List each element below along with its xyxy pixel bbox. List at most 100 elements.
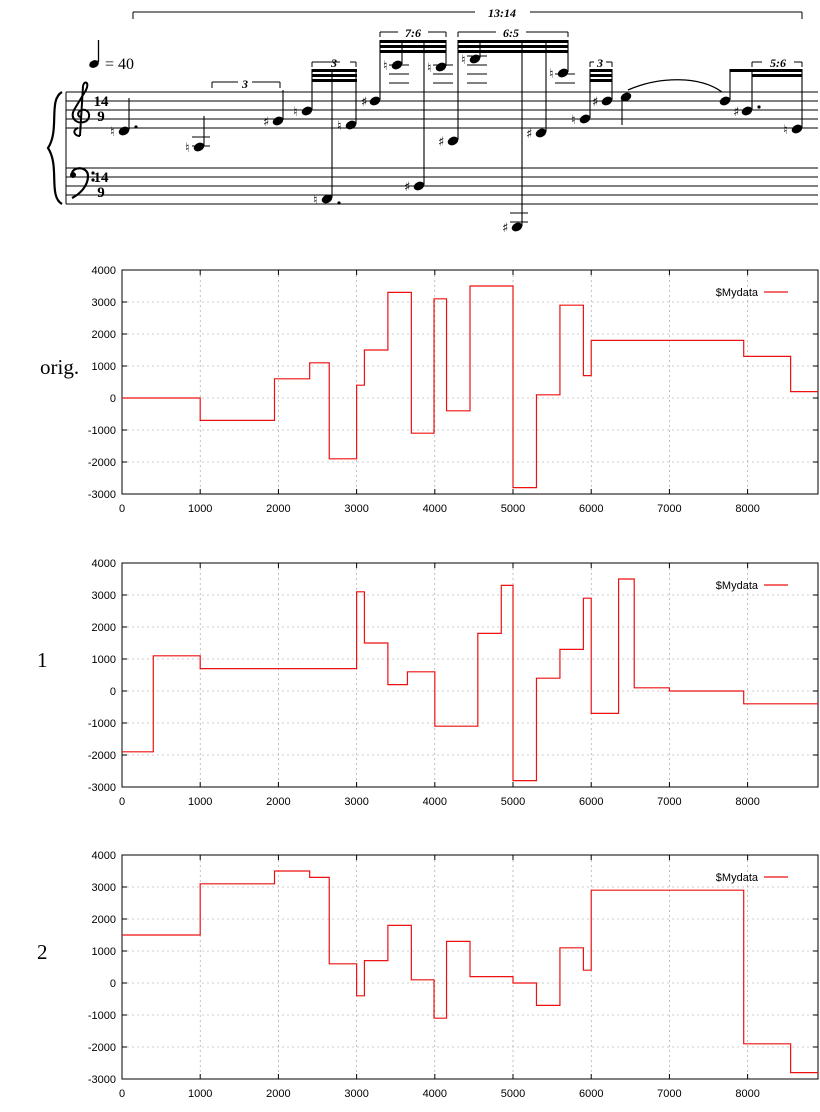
y-tick-label: 3000 bbox=[92, 882, 116, 894]
plot-frame bbox=[121, 854, 819, 1080]
y-tick-label: -3000 bbox=[88, 1074, 116, 1086]
x-tick-label: 0 bbox=[119, 503, 125, 515]
tuplet-label: 3 bbox=[596, 56, 603, 70]
treble-staff bbox=[66, 91, 818, 129]
chart-1: 4000 3000 2000 1000 0 -1000 -2000 -3000 … bbox=[88, 558, 819, 808]
y-tick-label: -2000 bbox=[88, 457, 116, 469]
x-tick-label: 3000 bbox=[344, 796, 368, 808]
x-tick-label: 8000 bbox=[735, 1088, 759, 1100]
x-tick-label: 7000 bbox=[657, 1088, 681, 1100]
chart-orig: 4000 3000 2000 1000 0 -1000 -2000 -3000 … bbox=[88, 265, 819, 515]
x-tick-label: 4000 bbox=[423, 796, 447, 808]
tempo-text: = 40 bbox=[105, 56, 134, 73]
svg-text:♮: ♮ bbox=[185, 141, 190, 156]
y-tick-label: 4000 bbox=[92, 558, 116, 570]
svg-text:♮: ♮ bbox=[571, 113, 576, 128]
svg-text:♮: ♮ bbox=[337, 119, 342, 134]
y-tick-label: 0 bbox=[110, 978, 116, 990]
svg-text:♮: ♮ bbox=[313, 193, 318, 208]
tuplet-label: 3 bbox=[241, 77, 248, 91]
x-tick-label: 6000 bbox=[579, 1088, 603, 1100]
x-tick-label: 0 bbox=[119, 796, 125, 808]
svg-text:♯: ♯ bbox=[526, 127, 532, 142]
y-tick-label: 4000 bbox=[92, 265, 116, 277]
x-tick-label: 7000 bbox=[657, 796, 681, 808]
x-tick-label: 1000 bbox=[188, 796, 212, 808]
x-tick-label: 8000 bbox=[735, 796, 759, 808]
brace-icon bbox=[46, 91, 63, 205]
svg-text:♯: ♯ bbox=[404, 180, 410, 195]
plot-frame bbox=[121, 562, 819, 788]
y-tick-label: -1000 bbox=[88, 1010, 116, 1022]
tuplet-bracket-13-14 bbox=[132, 11, 803, 19]
y-tick-label: 3000 bbox=[92, 590, 116, 602]
y-tick-label: -3000 bbox=[88, 489, 116, 501]
x-tick-label: 5000 bbox=[501, 796, 525, 808]
x-tick-label: 2000 bbox=[266, 503, 290, 515]
x-tick-label: 5000 bbox=[501, 503, 525, 515]
y-tick-label: -2000 bbox=[88, 1042, 116, 1054]
note-beams bbox=[312, 40, 802, 82]
y-tick-label: -2000 bbox=[88, 750, 116, 762]
x-tick-label: 0 bbox=[119, 1088, 125, 1100]
timesig-bottom-treble: 9 bbox=[97, 109, 105, 125]
svg-text:♯: ♯ bbox=[263, 115, 269, 130]
tick-marks bbox=[121, 562, 818, 788]
tuplet-label: 7:6 bbox=[405, 26, 421, 40]
x-tick-label: 1000 bbox=[188, 1088, 212, 1100]
x-tick-label: 7000 bbox=[657, 503, 681, 515]
svg-text:♯: ♯ bbox=[361, 95, 367, 110]
grid-lines bbox=[122, 563, 818, 787]
tuplet-brackets bbox=[211, 31, 803, 88]
svg-text:♮: ♮ bbox=[427, 61, 432, 76]
row-label-2: 2 bbox=[37, 940, 48, 964]
x-tick-label: 8000 bbox=[735, 503, 759, 515]
accidentals: ♮ ♮ ♯ ♮ ♮ ♮ ♯ ♯ ♮ ♮ ♯ ♮ ♯ ♯ ♮ ♮ ♯ ♯ ♮ bbox=[110, 53, 788, 236]
quarter-note-icon bbox=[89, 40, 100, 68]
row-label-orig: orig. bbox=[40, 355, 80, 379]
bass-staff bbox=[66, 167, 818, 205]
x-tick-label: 3000 bbox=[344, 1088, 368, 1100]
x-tick-label: 1000 bbox=[188, 503, 212, 515]
y-tick-label: -1000 bbox=[88, 718, 116, 730]
timesig-bottom-bass: 9 bbox=[97, 185, 105, 201]
augmentation-dots bbox=[134, 105, 761, 205]
y-tick-label: 0 bbox=[110, 393, 116, 405]
series-line-mydata bbox=[122, 578, 818, 782]
svg-text:♮: ♮ bbox=[783, 123, 788, 138]
x-tick-label: 3000 bbox=[344, 503, 368, 515]
svg-text:♮: ♮ bbox=[110, 125, 115, 140]
svg-text:♮: ♮ bbox=[293, 105, 298, 120]
legend-label: $Mydata bbox=[716, 580, 759, 592]
timesig-top-bass: 14 bbox=[94, 170, 110, 186]
tick-marks bbox=[121, 269, 818, 495]
x-tick-label: 4000 bbox=[423, 503, 447, 515]
svg-text:♯: ♯ bbox=[592, 95, 598, 110]
y-tick-label: -3000 bbox=[88, 782, 116, 794]
y-tick-label: 1000 bbox=[92, 946, 116, 958]
row-label-1: 1 bbox=[37, 648, 48, 672]
note-heads bbox=[118, 54, 803, 232]
legend-label: $Mydata bbox=[716, 872, 759, 884]
y-tick-label: 2000 bbox=[92, 329, 116, 341]
legend-label: $Mydata bbox=[716, 287, 759, 299]
svg-text:♯: ♯ bbox=[502, 221, 508, 236]
tuplet-label: 3 bbox=[330, 56, 337, 70]
x-tick-label: 4000 bbox=[423, 1088, 447, 1100]
y-tick-label: 4000 bbox=[92, 850, 116, 862]
y-tick-label: 3000 bbox=[92, 297, 116, 309]
y-tick-label: 0 bbox=[110, 686, 116, 698]
note-stems bbox=[128, 40, 803, 226]
x-tick-label: 5000 bbox=[501, 1088, 525, 1100]
x-tick-label: 6000 bbox=[579, 796, 603, 808]
x-tick-label: 2000 bbox=[266, 796, 290, 808]
svg-text:♯: ♯ bbox=[733, 105, 739, 120]
grid-lines bbox=[122, 270, 818, 494]
svg-text:♮: ♮ bbox=[461, 53, 466, 68]
y-tick-label: 1000 bbox=[92, 654, 116, 666]
tuplet-label: 13:14 bbox=[488, 6, 516, 20]
y-tick-label: 2000 bbox=[92, 914, 116, 926]
bass-clef-icon bbox=[70, 167, 95, 199]
x-tick-label: 2000 bbox=[266, 1088, 290, 1100]
timesig-top-treble: 14 bbox=[94, 94, 110, 110]
